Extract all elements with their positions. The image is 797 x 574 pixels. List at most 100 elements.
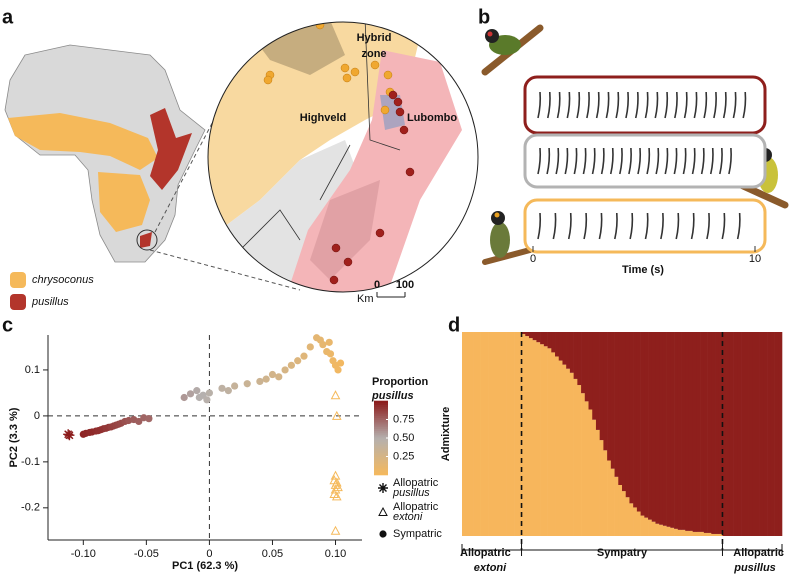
admixture-bar bbox=[633, 507, 638, 536]
admixture-bar bbox=[555, 332, 560, 357]
admixture-bar bbox=[614, 476, 619, 536]
admixture-bar bbox=[715, 332, 720, 534]
admixture-bar bbox=[707, 332, 712, 533]
x-tick-label: 0 bbox=[530, 253, 536, 265]
admixture-bar bbox=[655, 332, 660, 524]
admixture-bar bbox=[555, 356, 560, 536]
admixture-bar bbox=[633, 332, 638, 508]
admixture-bar bbox=[707, 532, 712, 536]
admixture-bar bbox=[584, 401, 589, 536]
admixture-bar bbox=[625, 497, 630, 536]
admixture-bar bbox=[528, 332, 533, 339]
admixture-bar bbox=[737, 332, 742, 536]
scatter-point bbox=[336, 359, 345, 367]
admixture-bar bbox=[722, 332, 727, 536]
admixture-bar bbox=[640, 515, 645, 536]
admixture-bar bbox=[473, 332, 478, 536]
scatter-point bbox=[306, 343, 314, 351]
admixture-bar bbox=[711, 332, 716, 534]
admixture-bar bbox=[666, 332, 671, 527]
admixture-bar bbox=[588, 409, 593, 536]
admixture-bar bbox=[614, 332, 619, 477]
scatter-point bbox=[331, 491, 342, 501]
admixture-bar bbox=[659, 524, 664, 536]
song-pulse bbox=[605, 91, 610, 119]
colorbar-cell bbox=[374, 434, 388, 437]
admixture-bar bbox=[655, 523, 660, 536]
admixture-bar bbox=[599, 440, 604, 536]
admixture-bar bbox=[685, 530, 690, 536]
song-pulse bbox=[552, 212, 557, 240]
admixture-bar bbox=[599, 332, 604, 441]
admixture-bar bbox=[465, 332, 470, 536]
admixture-bar bbox=[681, 332, 686, 530]
song-box bbox=[523, 75, 767, 135]
colorbar-cell bbox=[374, 467, 388, 470]
admixture-bar bbox=[536, 332, 541, 343]
admixture-bar bbox=[677, 332, 682, 530]
song-pulse bbox=[674, 91, 678, 119]
admixture-bar bbox=[622, 491, 627, 536]
scatter-point bbox=[300, 352, 308, 360]
panel-label: c bbox=[2, 314, 13, 336]
admixture-bar bbox=[577, 385, 582, 536]
admixture-bar bbox=[584, 332, 589, 402]
admixture-bar bbox=[640, 332, 645, 516]
admixture-bar bbox=[774, 332, 779, 536]
admixture-bar bbox=[685, 332, 690, 531]
colorbar-cell bbox=[374, 456, 388, 459]
admixture-bar bbox=[558, 332, 563, 361]
panel-label: b bbox=[478, 6, 490, 28]
admixture-bar bbox=[540, 344, 545, 536]
song-pulse bbox=[556, 91, 561, 119]
legend-label: chrysoconus bbox=[32, 274, 94, 286]
group-label: Sympatry bbox=[597, 547, 648, 559]
admixture-bar bbox=[595, 429, 600, 536]
song-pulse bbox=[690, 212, 695, 240]
admixture-bar bbox=[562, 332, 567, 365]
admixture-bar bbox=[462, 332, 467, 536]
colorbar-cell bbox=[374, 404, 388, 407]
song-pulse bbox=[660, 212, 664, 240]
colorbar-cell bbox=[374, 452, 388, 455]
colorbar-cell bbox=[374, 432, 388, 435]
song-pulse bbox=[537, 147, 542, 175]
admixture-bar bbox=[607, 332, 612, 461]
scatter-point bbox=[326, 350, 335, 358]
colorbar-cell bbox=[374, 439, 388, 442]
song-pulse bbox=[537, 212, 542, 240]
map-label: Highveld bbox=[300, 112, 346, 124]
admixture-bar bbox=[491, 332, 496, 536]
colorbar-cell bbox=[374, 471, 388, 474]
song-pulse bbox=[706, 212, 710, 240]
scatter-point bbox=[243, 380, 251, 388]
scatter-point bbox=[319, 341, 327, 349]
song-pulse bbox=[609, 147, 614, 175]
scatter-point bbox=[203, 396, 211, 404]
scatter-point bbox=[275, 373, 283, 381]
admixture-bar bbox=[644, 517, 649, 536]
admixture-bar bbox=[688, 530, 693, 536]
song-pulse bbox=[700, 147, 705, 175]
scatter-point bbox=[145, 415, 153, 423]
admixture-bar bbox=[536, 342, 541, 536]
scatter-point bbox=[186, 390, 195, 398]
scatter-point bbox=[180, 393, 188, 402]
scatter-point bbox=[294, 357, 302, 365]
song-pulse bbox=[655, 147, 660, 175]
colorbar-cell bbox=[374, 459, 388, 463]
song-pulse bbox=[682, 147, 687, 175]
admixture-bar bbox=[662, 332, 667, 526]
song-pulse bbox=[728, 147, 732, 175]
scatter-point bbox=[224, 387, 232, 395]
admixture-bar bbox=[499, 332, 504, 536]
y-axis-label: Admixture bbox=[440, 407, 452, 461]
colorbar-cell bbox=[374, 454, 388, 457]
legend-label: Sympatric bbox=[393, 528, 442, 540]
colorbar-cell bbox=[374, 458, 388, 461]
song-pulse bbox=[644, 212, 649, 240]
admixture-bar bbox=[569, 332, 574, 373]
admixture-bar bbox=[595, 332, 600, 430]
admixture-bar bbox=[540, 332, 545, 345]
